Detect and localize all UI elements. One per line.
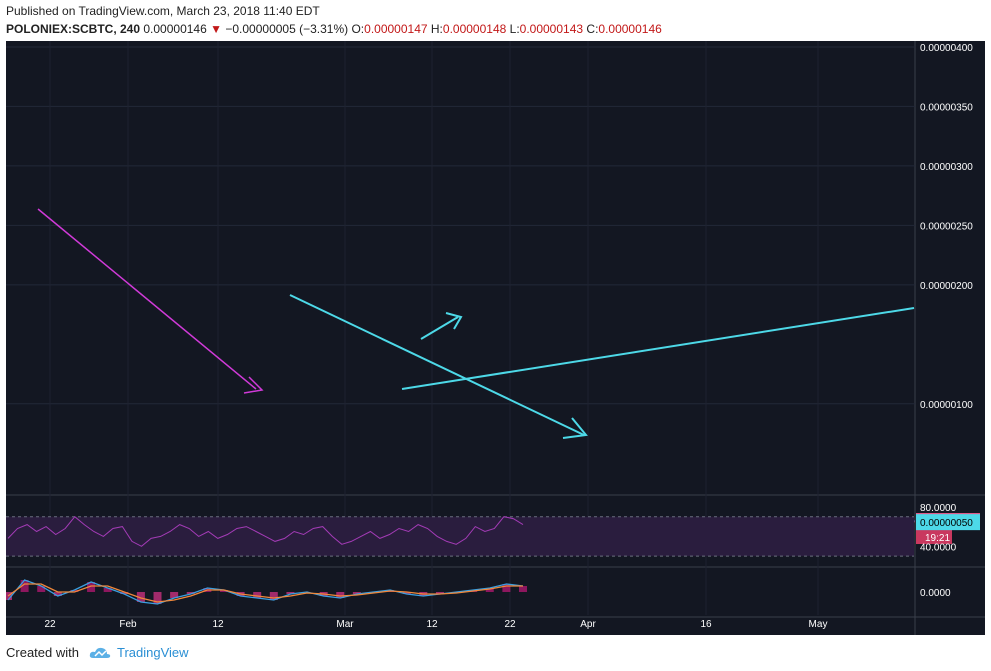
x-tick-label: Apr (580, 619, 596, 630)
macd-histogram-bar (253, 592, 262, 598)
x-tick-label: 16 (700, 619, 712, 630)
high-label: H: (430, 22, 443, 36)
chart-area[interactable]: 0.00000400 0.00000350 0.00000300 0.00000250… (4, 41, 985, 635)
countdown-label: 19:21 (925, 533, 950, 544)
magenta-arrow-line (37, 208, 257, 390)
macd-histogram-bar (87, 582, 96, 592)
macd-histogram-bar (502, 584, 511, 592)
chart-svg[interactable]: 0.00000400 0.00000350 0.00000300 0.00000250… (4, 41, 985, 635)
close-label: C: (586, 22, 599, 36)
macd-histogram-bar (20, 580, 29, 592)
macd-histogram-bar (170, 592, 179, 598)
open-value: 0.00000147 (364, 22, 428, 36)
macd-histogram-bar (120, 592, 129, 594)
small-cyan-arrow (420, 316, 459, 340)
y-tick-label: 0.00000400 (920, 43, 973, 54)
low-label: L: (509, 22, 520, 36)
macd-histogram-bar (352, 592, 361, 594)
created-with: Created with (6, 645, 79, 660)
magenta-arrow-head (243, 376, 264, 394)
rsi-tick-label: 40.0000 (920, 542, 957, 553)
macd-tick-label: 0.0000 (920, 588, 951, 599)
macd-histogram-bar (286, 592, 295, 594)
x-tick-label: 22 (44, 619, 56, 630)
rsi-band (6, 516, 914, 557)
x-tick-label: Feb (119, 619, 137, 630)
macd-histogram-bar (435, 592, 444, 594)
last-price: 0.00000146 (143, 22, 207, 36)
cloud-icon (89, 647, 111, 658)
uptrend-line (401, 307, 915, 390)
down-arrow-icon: ▼ (210, 22, 223, 36)
tradingview-logo[interactable]: TradingView (89, 645, 189, 660)
x-tick-label: 12 (426, 619, 438, 630)
macd-histogram-bar (519, 586, 527, 592)
close-value: 0.00000146 (598, 22, 662, 36)
symbol-line: POLONIEX:SCBTC, 240 0.00000146 ▼ −0.0000… (6, 22, 662, 36)
x-tick-label: 12 (212, 619, 224, 630)
rsi-line (7, 515, 524, 547)
symbol: POLONIEX:SCBTC, 240 (6, 22, 141, 36)
cyan-arrow-head (562, 417, 588, 439)
macd-histogram-bar (485, 588, 494, 592)
macd-histogram-bar (269, 592, 278, 600)
small-cyan-arrow-head (445, 312, 463, 330)
y-tick-label: 0.00000200 (920, 281, 973, 292)
high-value: 0.00000148 (442, 22, 507, 36)
macd-signal-line (7, 583, 523, 603)
cyan-arrow-line (289, 294, 585, 436)
footer: Created with TradingView (6, 645, 189, 660)
change: −0.00000005 (−3.31%) (225, 22, 349, 36)
macd-histogram-bar (70, 590, 79, 592)
tradingview-brand: TradingView (116, 645, 189, 660)
y-tick-label: 0.00000300 (920, 162, 973, 173)
y-tick-label: 0.00000350 (920, 102, 973, 113)
x-tick-label: May (809, 619, 828, 630)
open-label: O: (351, 22, 365, 36)
macd-histogram-bar (219, 590, 228, 592)
y-tick-label: 0.00000250 (920, 221, 973, 232)
x-tick-label: Mar (336, 619, 354, 630)
macd-histogram-bar (37, 586, 46, 592)
macd-histogram-bar (402, 592, 411, 594)
support-price-label: 0.00000050 (920, 518, 973, 529)
support-price-tag (916, 514, 980, 531)
x-tick-label: 22 (504, 619, 516, 630)
macd-histogram-bar (136, 592, 145, 602)
macd-histogram-bar (103, 588, 112, 592)
macd-histogram-bar (336, 592, 345, 598)
macd-histogram-bar (186, 592, 195, 594)
macd-histogram-bar (153, 592, 162, 604)
low-value: 0.00000143 (519, 22, 584, 36)
rsi-tick-label: 80.0000 (920, 503, 957, 514)
published-line: Published on TradingView.com, March 23, … (6, 4, 320, 18)
countdown-tag (916, 530, 952, 545)
y-tick-label: 0.00000100 (920, 400, 973, 411)
macd-histogram-bar (53, 592, 62, 596)
